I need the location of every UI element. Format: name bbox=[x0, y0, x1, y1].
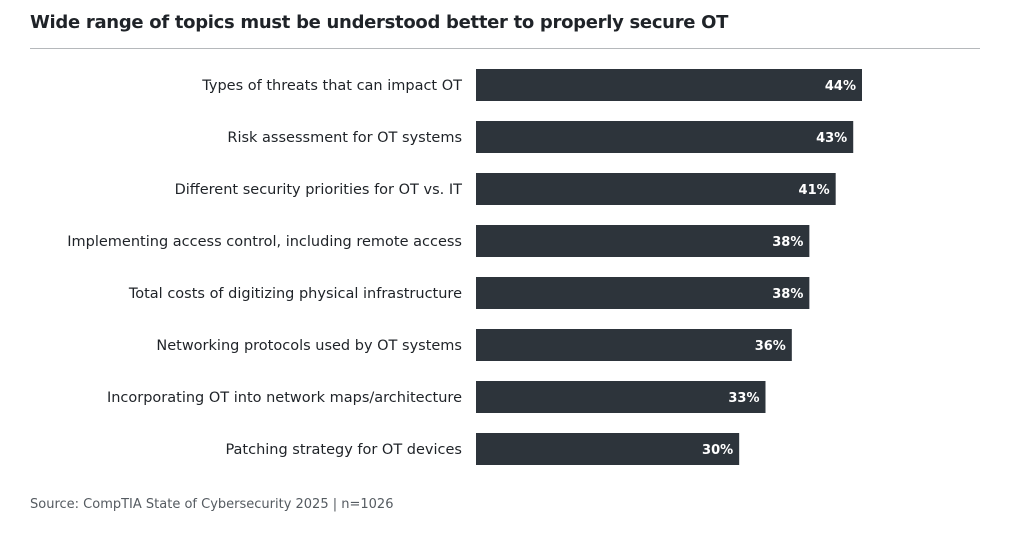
bar bbox=[476, 173, 836, 205]
category-label: Risk assessment for OT systems bbox=[227, 130, 462, 146]
data-label: 41% bbox=[799, 183, 830, 198]
bar bbox=[476, 121, 854, 153]
data-label: 33% bbox=[728, 391, 759, 406]
chart-title: Wide range of topics must be understood … bbox=[30, 12, 729, 33]
bar bbox=[476, 381, 766, 413]
bar bbox=[476, 329, 792, 361]
category-label: Different security priorities for OT vs.… bbox=[175, 182, 463, 198]
title-divider bbox=[30, 48, 980, 49]
bar bbox=[476, 433, 740, 465]
category-label: Incorporating OT into network maps/archi… bbox=[107, 390, 462, 406]
category-label: Implementing access control, including r… bbox=[67, 234, 462, 250]
bar bbox=[476, 69, 862, 101]
source-note: Source: CompTIA State of Cybersecurity 2… bbox=[30, 497, 394, 512]
data-label: 44% bbox=[825, 79, 856, 94]
category-label: Networking protocols used by OT systems bbox=[156, 338, 462, 354]
bar bbox=[476, 225, 810, 257]
data-label: 36% bbox=[755, 339, 786, 354]
data-label: 38% bbox=[772, 235, 803, 250]
category-label: Types of threats that can impact OT bbox=[201, 78, 462, 94]
data-label: 38% bbox=[772, 287, 803, 302]
bar bbox=[476, 277, 810, 309]
data-label: 43% bbox=[816, 131, 847, 146]
category-label: Total costs of digitizing physical infra… bbox=[128, 286, 462, 302]
category-label: Patching strategy for OT devices bbox=[225, 442, 462, 458]
data-label: 30% bbox=[702, 443, 733, 458]
